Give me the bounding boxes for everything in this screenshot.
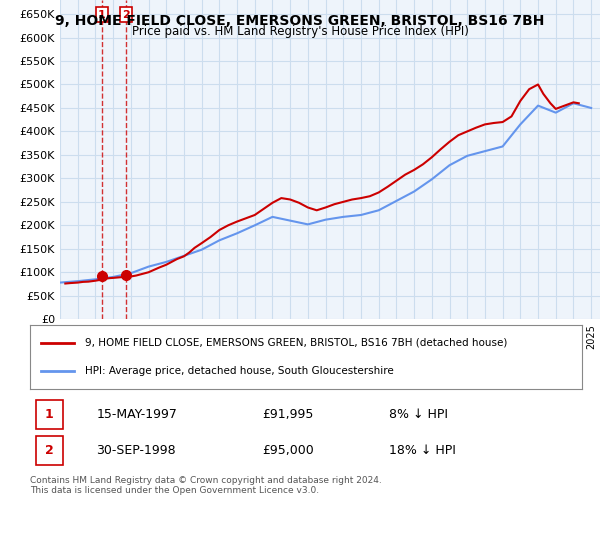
Text: 9, HOME FIELD CLOSE, EMERSONS GREEN, BRISTOL, BS16 7BH: 9, HOME FIELD CLOSE, EMERSONS GREEN, BRI…	[55, 14, 545, 28]
Text: 15-MAY-1997: 15-MAY-1997	[96, 408, 177, 421]
Text: 18% ↓ HPI: 18% ↓ HPI	[389, 444, 455, 457]
Text: 1: 1	[98, 10, 106, 20]
Text: £95,000: £95,000	[262, 444, 314, 457]
Text: 2: 2	[122, 10, 130, 20]
Text: 30-SEP-1998: 30-SEP-1998	[96, 444, 176, 457]
Text: £91,995: £91,995	[262, 408, 313, 421]
FancyBboxPatch shape	[35, 400, 63, 430]
FancyBboxPatch shape	[35, 436, 63, 465]
Text: 8% ↓ HPI: 8% ↓ HPI	[389, 408, 448, 421]
Text: Contains HM Land Registry data © Crown copyright and database right 2024.
This d: Contains HM Land Registry data © Crown c…	[30, 476, 382, 496]
Text: HPI: Average price, detached house, South Gloucestershire: HPI: Average price, detached house, Sout…	[85, 366, 394, 376]
Text: Price paid vs. HM Land Registry's House Price Index (HPI): Price paid vs. HM Land Registry's House …	[131, 25, 469, 38]
Text: 1: 1	[45, 408, 53, 421]
Text: 2: 2	[45, 444, 53, 457]
Text: 9, HOME FIELD CLOSE, EMERSONS GREEN, BRISTOL, BS16 7BH (detached house): 9, HOME FIELD CLOSE, EMERSONS GREEN, BRI…	[85, 338, 508, 348]
